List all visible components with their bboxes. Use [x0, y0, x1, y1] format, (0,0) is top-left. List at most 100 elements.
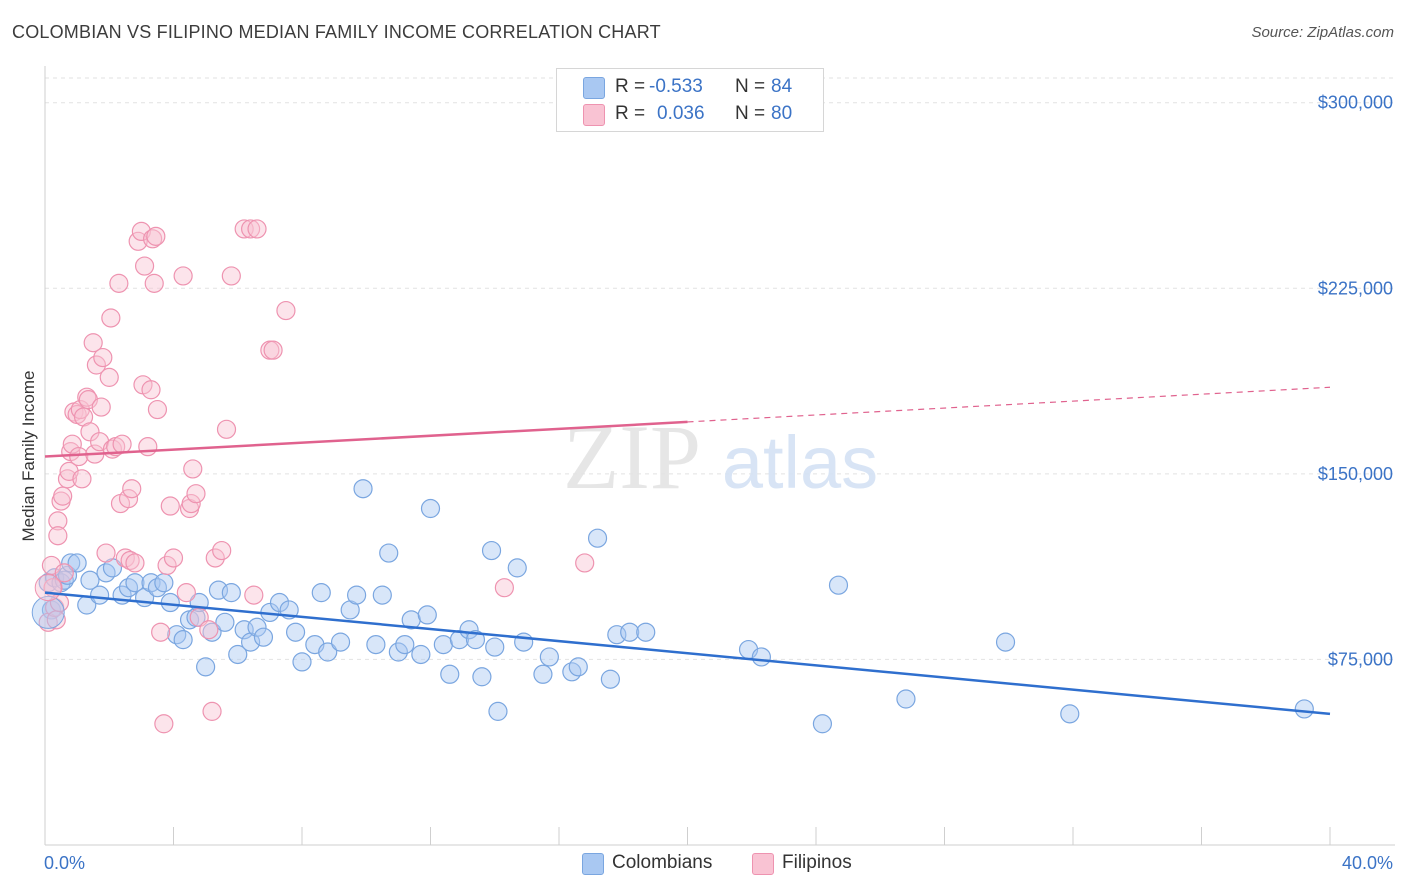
point-filipinos: [69, 446, 89, 467]
point-filipinos: [157, 555, 177, 576]
legend-r-label: R =: [615, 103, 646, 124]
point-filipinos: [144, 273, 164, 293]
point-colombians: [812, 714, 833, 734]
point-colombians: [269, 592, 290, 613]
point-colombians: [253, 627, 274, 647]
point-filipinos: [494, 578, 514, 598]
point-filipinos: [221, 266, 241, 286]
point-colombians: [160, 592, 180, 613]
point-filipinos: [62, 434, 82, 454]
point-colombians: [533, 664, 553, 684]
point-filipinos: [80, 422, 100, 442]
point-filipinos: [48, 511, 68, 531]
point-colombians: [417, 605, 437, 625]
point-colombians: [465, 630, 486, 650]
point-colombians: [636, 622, 656, 642]
axes: [44, 66, 1395, 846]
point-filipinos: [199, 620, 219, 640]
watermark-atlas: atlas: [722, 421, 878, 504]
point-filipinos: [173, 266, 193, 286]
x-tick-label: 40.0%: [1342, 853, 1393, 873]
point-filipinos: [53, 486, 73, 506]
point-colombians: [167, 625, 187, 645]
point-colombians: [118, 578, 139, 598]
point-colombians: [196, 657, 216, 677]
point-colombians: [896, 689, 916, 709]
point-colombians: [247, 617, 267, 637]
point-colombians: [440, 664, 460, 684]
point-filipinos: [183, 459, 203, 479]
point-colombians: [828, 575, 849, 595]
point-colombians: [620, 622, 640, 642]
point-colombians: [96, 563, 116, 583]
point-colombians: [379, 543, 399, 563]
point-colombians: [285, 622, 306, 642]
point-colombians: [372, 585, 392, 605]
point-colombians: [366, 634, 386, 655]
point-colombians: [995, 632, 1016, 652]
point-filipinos: [216, 419, 237, 439]
legend-r-label: R =: [615, 76, 646, 97]
point-colombians: [395, 634, 415, 655]
point-filipinos: [263, 340, 283, 360]
legend-swatch-colombians: [583, 77, 605, 99]
point-colombians: [562, 662, 582, 682]
point-filipinos: [247, 219, 267, 239]
trend-line-colombians: [44, 591, 1331, 716]
chart-title: COLOMBIAN VS FILIPINO MEDIAN FAMILY INCO…: [12, 22, 661, 42]
point-filipinos: [176, 583, 196, 603]
point-colombians: [31, 595, 65, 629]
y-tick-label: $300,000: [1318, 93, 1393, 113]
legend-swatch-filipinos: [583, 104, 605, 126]
point-filipinos: [575, 553, 595, 573]
point-filipinos: [122, 479, 142, 499]
bottom-legend-label: Colombians: [612, 852, 713, 873]
point-filipinos: [91, 397, 111, 417]
point-colombians: [61, 553, 81, 573]
legend-n-value: 84: [771, 76, 793, 97]
point-filipinos: [101, 308, 121, 328]
legend-box: R = -0.533 N = 84 R = 0.036 N = 80: [556, 68, 824, 132]
point-colombians: [173, 630, 193, 650]
point-colombians: [568, 657, 588, 677]
legend-r-value: -0.533: [649, 76, 703, 97]
point-colombians: [472, 667, 492, 687]
point-filipinos: [146, 226, 166, 246]
point-colombians: [507, 558, 527, 578]
point-colombians: [488, 701, 508, 721]
point-colombians: [539, 647, 559, 667]
source-label: Source: ZipAtlas.com: [1251, 24, 1394, 41]
point-colombians: [433, 634, 453, 655]
point-filipinos: [147, 399, 168, 420]
point-filipinos: [134, 256, 155, 276]
point-colombians: [202, 622, 222, 642]
x-tick-label: 0.0%: [44, 853, 85, 873]
y-tick-label: $150,000: [1318, 464, 1393, 484]
point-filipinos: [244, 585, 264, 605]
point-colombians: [292, 652, 312, 672]
point-colombians: [41, 600, 62, 620]
point-filipinos: [163, 548, 184, 568]
point-colombians: [514, 632, 534, 652]
point-colombians: [353, 479, 373, 499]
point-colombians: [67, 553, 87, 573]
bottom-legend-swatch-filipinos: [752, 853, 774, 875]
point-filipinos: [160, 496, 180, 516]
point-filipinos: [141, 380, 161, 400]
trend-line-filipinos: [44, 420, 688, 458]
y-axis-label: Median Family Income: [19, 370, 38, 541]
point-filipinos: [212, 540, 232, 561]
point-colombians: [751, 647, 771, 667]
point-colombians: [485, 637, 505, 657]
point-filipinos: [186, 484, 206, 504]
y-tick-label: $75,000: [1328, 649, 1393, 669]
point-filipinos: [131, 221, 151, 241]
point-filipinos: [276, 300, 296, 321]
legend-n-value: 80: [771, 103, 793, 124]
legend-r-value: 0.036: [657, 103, 705, 124]
point-colombians: [90, 585, 110, 605]
point-filipinos: [143, 229, 163, 249]
point-colombians: [411, 644, 431, 665]
point-filipinos: [241, 219, 261, 239]
